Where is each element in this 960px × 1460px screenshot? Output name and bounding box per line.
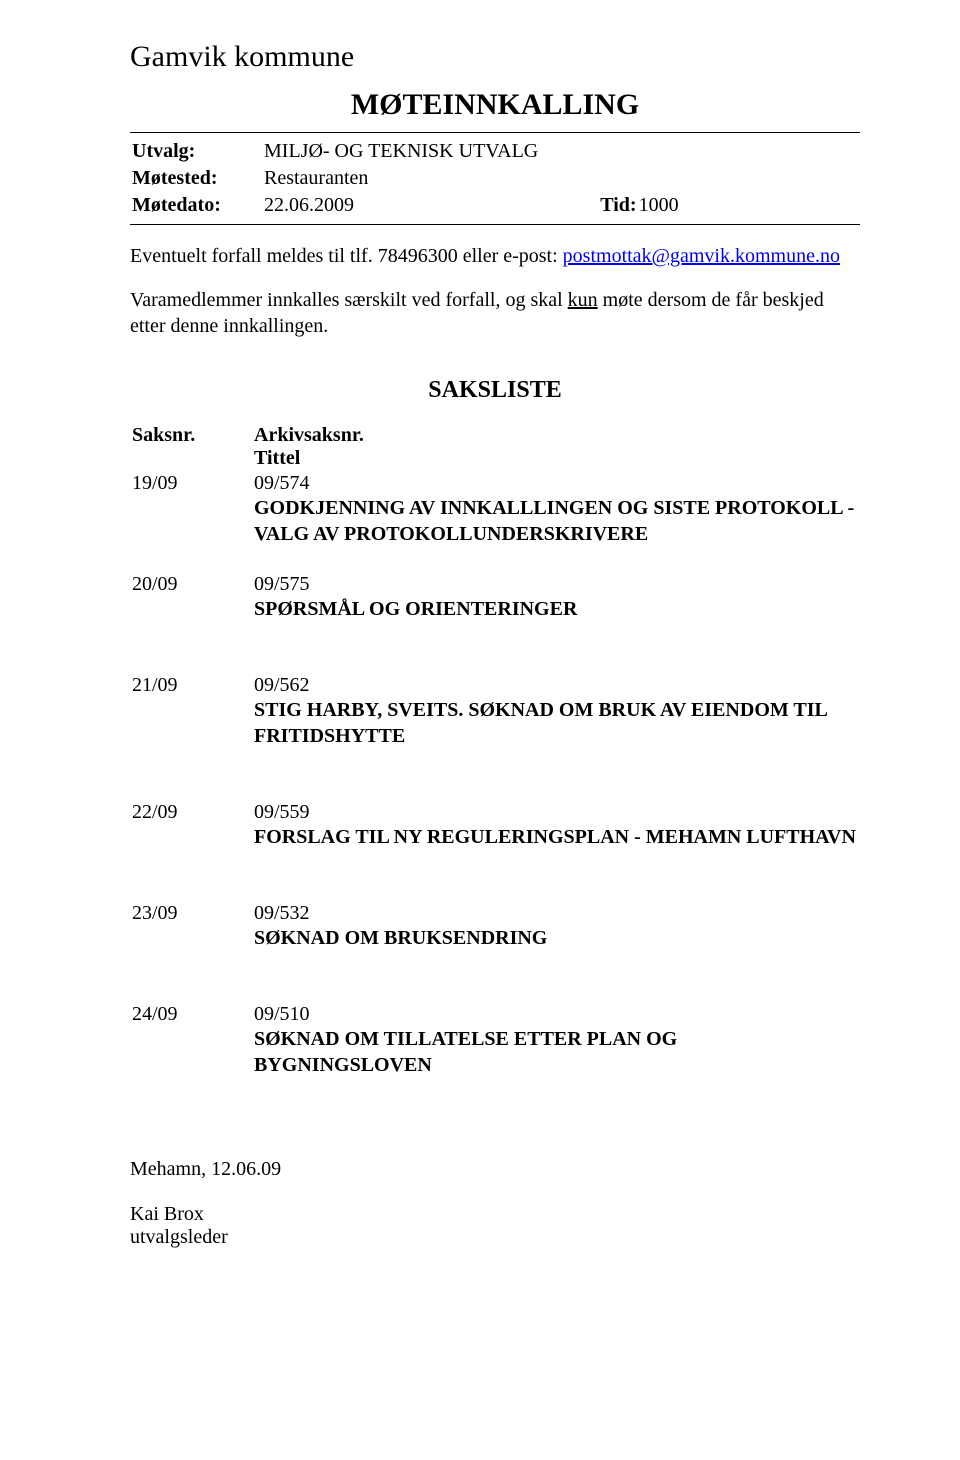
varamedlemmer-paragraph: Varamedlemmer innkalles særskilt ved for…: [130, 287, 860, 339]
motested-value: Restauranten: [264, 166, 538, 191]
case-arkiv: 09/532: [254, 902, 858, 925]
tid-label: Tid:: [540, 193, 636, 218]
contact-email-link[interactable]: postmottak@gamvik.kommune.no: [563, 245, 840, 267]
case-row: 24/09 09/510 SØKNAD OM TILLATELSE ETTER …: [132, 1003, 858, 1078]
motedato-label: Møtedato:: [132, 193, 262, 218]
col-header-saksnr: Saksnr.: [132, 424, 252, 470]
case-title: SPØRSMÅL OG ORIENTERINGER: [254, 596, 858, 622]
case-row: 19/09 09/574 GODKJENNING AV INNKALLLINGE…: [132, 472, 858, 547]
case-row: 22/09 09/559 FORSLAG TIL NY REGULERINGSP…: [132, 801, 858, 850]
footer-name: Kai Brox: [130, 1203, 860, 1226]
case-row: 20/09 09/575 SPØRSMÅL OG ORIENTERINGER: [132, 573, 858, 622]
vara-text-underlined: kun: [568, 289, 598, 311]
case-saksnr: 20/09: [132, 573, 252, 622]
document-title: MØTEINNKALLING: [130, 88, 860, 122]
case-saksnr: 22/09: [132, 801, 252, 850]
case-arkiv: 09/559: [254, 801, 858, 824]
footer-role: utvalgsleder: [130, 1226, 860, 1249]
motested-label: Møtested:: [132, 166, 262, 191]
forfall-text: Eventuelt forfall meldes til tlf. 784963…: [130, 245, 563, 267]
case-arkiv: 09/562: [254, 674, 858, 697]
case-title: GODKJENNING AV INNKALLLINGEN OG SISTE PR…: [254, 495, 858, 547]
case-title: SØKNAD OM TILLATELSE ETTER PLAN OG BYGNI…: [254, 1026, 858, 1078]
divider-bottom: [130, 224, 860, 225]
case-arkiv: 09/510: [254, 1003, 858, 1026]
case-saksnr: 23/09: [132, 902, 252, 951]
case-row: 23/09 09/532 SØKNAD OM BRUKSENDRING: [132, 902, 858, 951]
meeting-info-table: Utvalg: MILJØ- OG TEKNISK UTVALG Møteste…: [130, 137, 681, 220]
col-header-arkiv: Arkivsaksnr.: [254, 424, 858, 447]
cases-table: Saksnr. Arkivsaksnr. Tittel 19/09 09/574…: [130, 422, 860, 1080]
saksliste-heading: SAKSLISTE: [130, 377, 860, 404]
utvalg-value: MILJØ- OG TEKNISK UTVALG: [264, 139, 538, 164]
organization-name: Gamvik kommune: [130, 40, 860, 74]
case-title: STIG HARBY, SVEITS. SØKNAD OM BRUK AV EI…: [254, 697, 858, 749]
vara-text-prefix: Varamedlemmer innkalles særskilt ved for…: [130, 289, 568, 311]
footer-place-date: Mehamn, 12.06.09: [130, 1158, 860, 1181]
divider-top: [130, 132, 860, 133]
motedato-value: 22.06.2009: [264, 193, 538, 218]
case-arkiv: 09/575: [254, 573, 858, 596]
case-saksnr: 19/09: [132, 472, 252, 547]
case-saksnr: 24/09: [132, 1003, 252, 1078]
footer: Mehamn, 12.06.09 Kai Brox utvalgsleder: [130, 1110, 860, 1249]
utvalg-label: Utvalg:: [132, 139, 262, 164]
case-title: FORSLAG TIL NY REGULERINGSPLAN - MEHAMN …: [254, 824, 858, 850]
case-saksnr: 21/09: [132, 674, 252, 749]
forfall-paragraph: Eventuelt forfall meldes til tlf. 784963…: [130, 243, 860, 269]
case-arkiv: 09/574: [254, 472, 858, 495]
tid-value: 1000: [639, 193, 679, 218]
col-header-tittel: Tittel: [254, 447, 858, 470]
case-row: 21/09 09/562 STIG HARBY, SVEITS. SØKNAD …: [132, 674, 858, 749]
cases-header-row: Saksnr. Arkivsaksnr. Tittel: [132, 424, 858, 470]
case-title: SØKNAD OM BRUKSENDRING: [254, 925, 858, 951]
